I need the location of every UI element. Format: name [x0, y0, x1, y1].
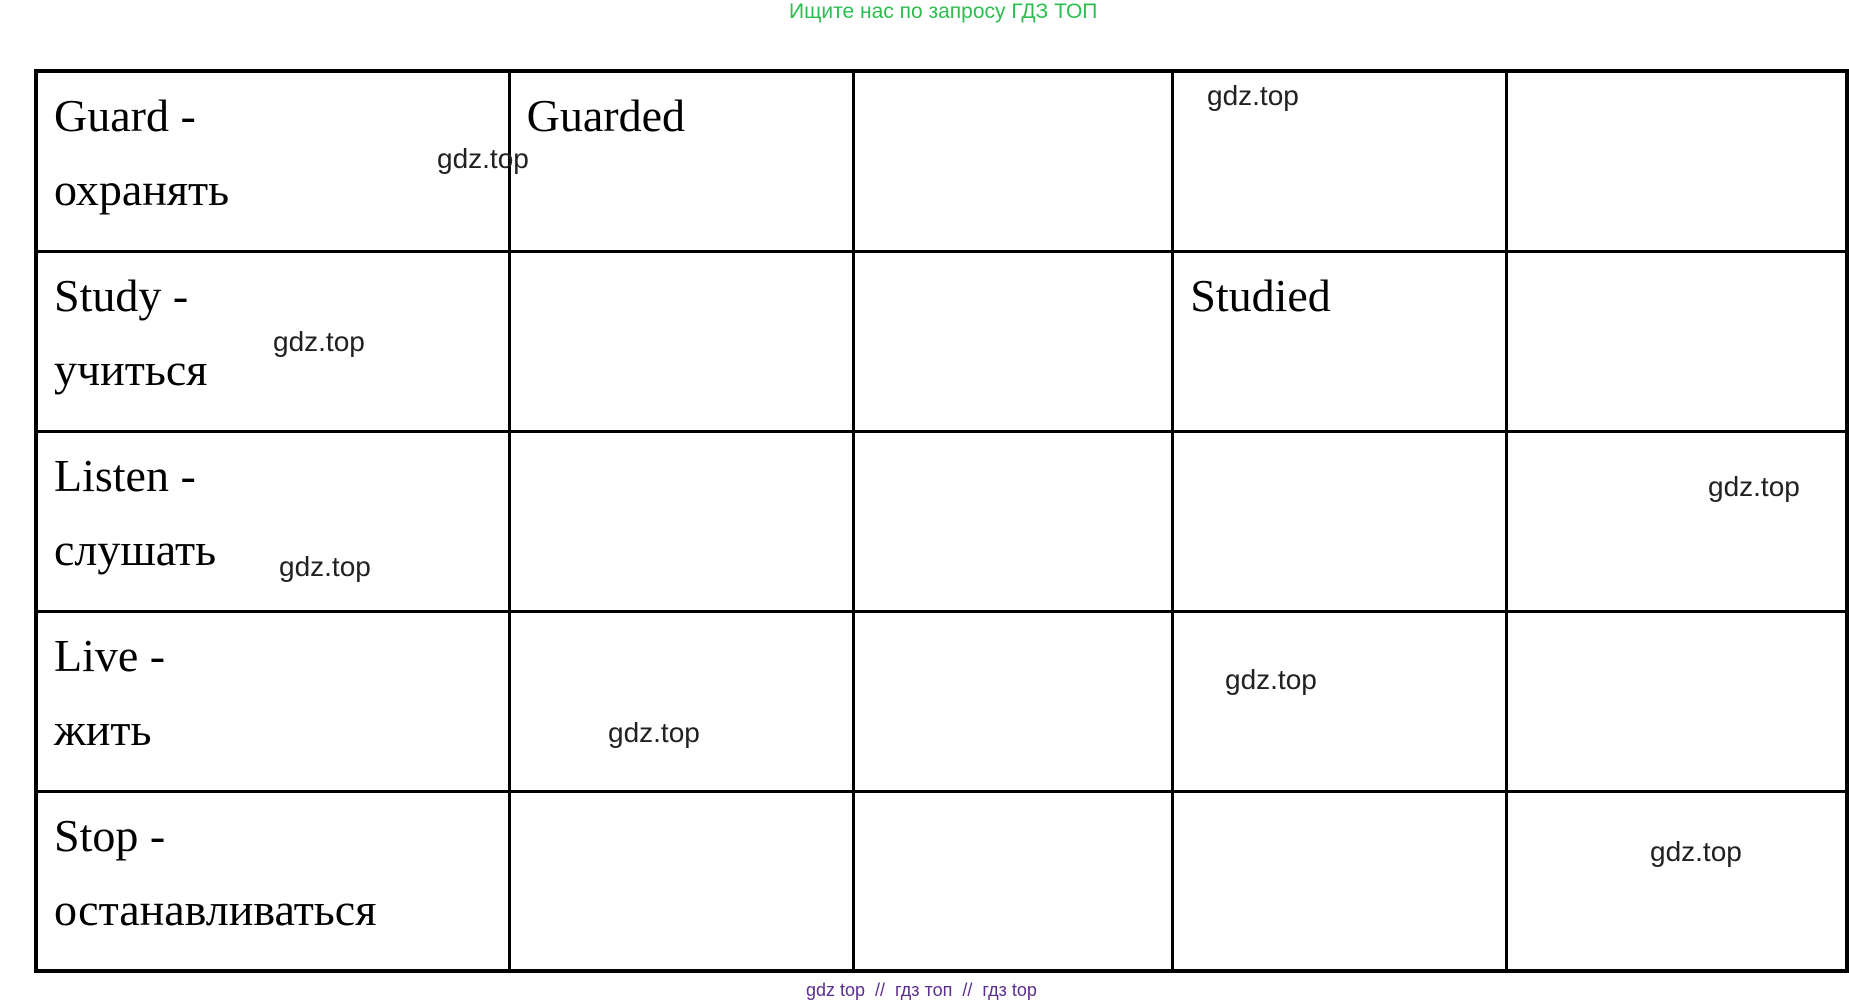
gdz-watermark: gdz.top: [1207, 80, 1299, 111]
gdz-watermark: gdz.top: [608, 717, 700, 748]
table-cell-empty: [851, 429, 1175, 613]
table-cell-empty: [851, 69, 1175, 253]
table-cell-empty: [1171, 429, 1508, 613]
table-row: Listen - слушать: [34, 429, 1849, 613]
verbs-table: Guard - охранять Guarded Study - учиться…: [34, 69, 1849, 973]
table-cell-empty: [507, 789, 855, 973]
table-cell-empty: [851, 249, 1175, 433]
table-cell-empty: [1504, 249, 1849, 433]
gdz-watermark: gdz.top: [279, 551, 371, 582]
table-cell-empty: [1504, 609, 1849, 793]
table-cell-empty: [507, 249, 855, 433]
table-row: Live - жить: [34, 609, 1849, 793]
table-cell-empty: [851, 609, 1175, 793]
cell-live-infinitive: Live - жить: [34, 609, 511, 793]
table-cell-empty: [851, 789, 1175, 973]
gdz-watermark: gdz.top: [437, 143, 529, 174]
table-cell-empty: [1171, 69, 1508, 253]
table-cell-empty: [1171, 789, 1508, 973]
cell-listen-infinitive: Listen - слушать: [34, 429, 511, 613]
cell-guard-past: Guarded: [507, 69, 855, 253]
table-cell-empty: [507, 609, 855, 793]
table-cell-empty: [1504, 789, 1849, 973]
gdz-watermark: gdz.top: [273, 326, 365, 357]
cell-study-infinitive: Study - учиться: [34, 249, 511, 433]
table-cell-empty: [507, 429, 855, 613]
table-cell-empty: [1504, 69, 1849, 253]
site-footer-line: gdz top // гдз топ // гдз top: [806, 980, 1037, 1000]
gdz-watermark: gdz.top: [1708, 471, 1800, 502]
gdz-watermark: gdz.top: [1650, 836, 1742, 867]
table-row: Stop - останавливаться: [34, 789, 1849, 973]
table-row: Guard - охранять Guarded: [34, 69, 1849, 253]
table-cell-empty: [1504, 429, 1849, 613]
cell-guard-infinitive: Guard - охранять: [34, 69, 511, 253]
table-cell-empty: [1171, 609, 1508, 793]
gdz-watermark: gdz.top: [1225, 664, 1317, 695]
cell-study-past: Studied: [1171, 249, 1508, 433]
site-promo-header: Ищите нас по запросу ГДЗ ТОП: [789, 0, 1098, 23]
cell-stop-infinitive: Stop - останавливаться: [34, 789, 511, 973]
table-row: Study - учиться Studied: [34, 249, 1849, 433]
